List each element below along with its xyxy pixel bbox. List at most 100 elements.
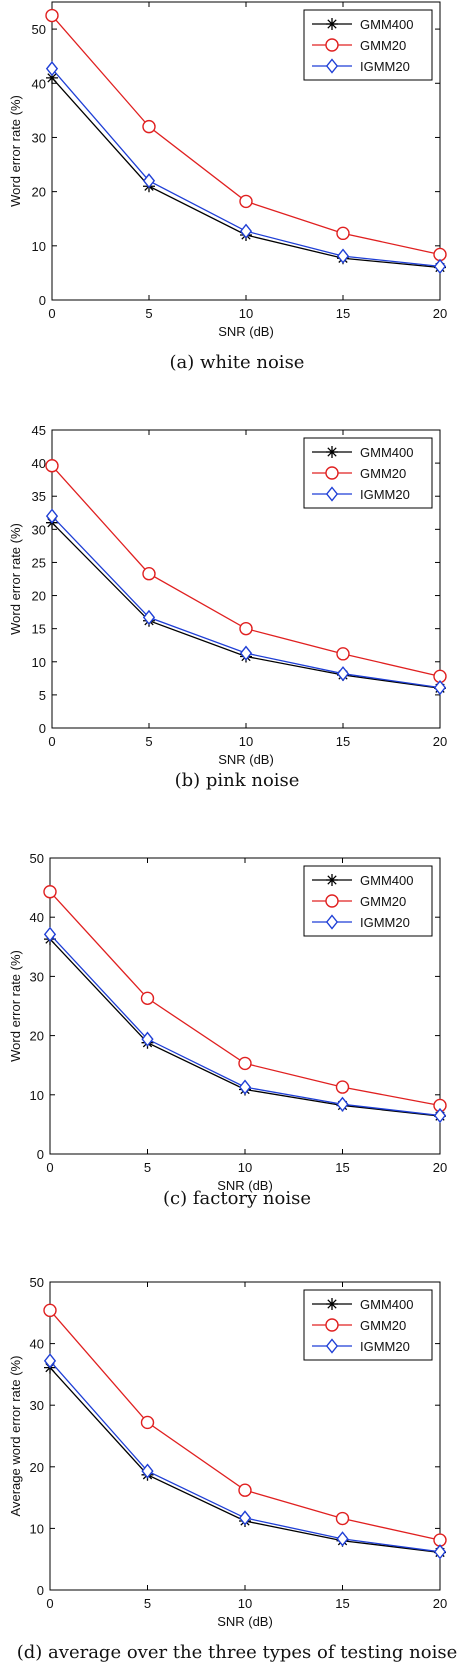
chart-caption-d: (d) average over the three types of test… [16, 1642, 458, 1663]
y-tick-label-c-2: 20 [30, 1029, 44, 1044]
x-tick-label-a-1: 5 [145, 306, 152, 321]
point-a-igmm20-4 [433, 258, 447, 275]
y-axis-label-c: Word error rate (%) [8, 950, 23, 1062]
point-c-gmm20-0 [43, 885, 57, 899]
point-a-gmm20-1 [142, 119, 156, 134]
legend-marker-c-igmm20 [325, 914, 339, 930]
point-d-gmm20-2 [238, 1483, 252, 1497]
legend-label-c-gmm20: GMM20 [360, 894, 406, 909]
y-tick-label-b-8: 40 [32, 456, 46, 471]
point-a-igmm20-2 [239, 223, 253, 239]
point-b-gmm20-0 [45, 459, 59, 473]
y-tick-label-c-3: 30 [30, 969, 44, 984]
legend-label-a-gmm400: GMM400 [360, 17, 413, 32]
point-d-gmm20-0 [43, 1303, 57, 1318]
legend-label-c-gmm400: GMM400 [360, 873, 413, 888]
legend-marker-d-igmm20 [325, 1338, 339, 1354]
x-axis-label-b: SNR (dB) [218, 752, 274, 767]
point-d-igmm20-3 [336, 1531, 349, 1547]
y-tick-label-c-4: 40 [30, 910, 44, 925]
x-tick-label-a-0: 0 [48, 306, 55, 321]
y-tick-label-b-5: 25 [32, 555, 46, 570]
y-tick-label-b-1: 5 [39, 688, 46, 703]
y-tick-label-a-4: 40 [32, 76, 46, 91]
y-tick-label-d-0: 0 [37, 1583, 44, 1598]
point-b-igmm20-2 [239, 645, 253, 661]
legend-marker-c-gmm400 [326, 874, 338, 886]
x-tick-label-c-3: 15 [335, 1160, 349, 1175]
point-d-gmm20-3 [335, 1511, 350, 1526]
legend-label-c-igmm20: IGMM20 [360, 915, 410, 930]
point-d-igmm20-1 [141, 1463, 154, 1479]
y-tick-label-a-2: 20 [32, 185, 46, 200]
y-tick-label-b-4: 20 [32, 589, 46, 604]
legend-marker-a-gmm400 [326, 18, 338, 30]
point-c-gmm20-2 [238, 1056, 252, 1071]
legend-label-b-igmm20: IGMM20 [360, 487, 410, 502]
y-tick-label-b-6: 30 [32, 522, 46, 537]
y-tick-label-d-1: 10 [30, 1521, 44, 1536]
y-tick-label-a-3: 30 [32, 130, 46, 145]
point-b-gmm20-2 [239, 621, 253, 636]
point-d-gmm20-1 [140, 1415, 155, 1430]
point-a-gmm20-2 [239, 194, 253, 209]
y-tick-label-b-0: 0 [39, 721, 46, 736]
legend-marker-d-gmm400 [326, 1298, 338, 1310]
x-axis-label-c: SNR (dB) [217, 1178, 273, 1193]
x-tick-label-a-4: 20 [433, 306, 447, 321]
legend-label-a-gmm20: GMM20 [360, 38, 406, 53]
legend-marker-a-gmm20 [325, 38, 339, 52]
y-tick-label-a-1: 10 [32, 239, 46, 254]
x-tick-label-c-2: 10 [238, 1160, 252, 1175]
chart-svg-b: 0 5 10 15 20 25 30 35 40 45 0 5 10 15 20 SNR (dB) Word e… [8, 423, 447, 767]
y-tick-label-b-7: 35 [32, 489, 46, 504]
point-b-gmm20-1 [142, 567, 156, 581]
point-b-igmm20-0 [45, 508, 59, 524]
y-axis-label-b: Word error rate (%) [8, 523, 23, 635]
legend-label-b-gmm20: GMM20 [360, 466, 406, 481]
x-axis-label-a: SNR (dB) [218, 324, 274, 339]
x-tick-label-c-4: 20 [433, 1160, 447, 1175]
legend-label-d-gmm20: GMM20 [360, 1318, 406, 1333]
legend-marker-d-gmm20 [325, 1318, 339, 1332]
y-tick-label-a-0: 0 [39, 293, 46, 308]
y-tick-label-b-3: 15 [32, 622, 46, 637]
point-b-gmm20-3 [336, 647, 350, 661]
x-axis-label-d: SNR (dB) [217, 1614, 273, 1629]
point-a-gmm20-0 [45, 8, 59, 23]
y-tick-label-c-5: 50 [30, 851, 44, 866]
y-tick-label-c-0: 0 [37, 1147, 44, 1162]
x-tick-label-b-4: 20 [433, 734, 447, 749]
point-b-igmm20-3 [336, 666, 350, 682]
point-a-igmm20-0 [45, 61, 59, 77]
y-tick-label-b-9: 45 [32, 423, 46, 438]
legend-marker-b-gmm400 [326, 446, 338, 458]
point-c-igmm20-4 [433, 1107, 447, 1124]
point-d-igmm20-4 [433, 1544, 447, 1560]
x-tick-label-a-3: 15 [336, 306, 350, 321]
x-tick-label-b-0: 0 [48, 734, 55, 749]
y-tick-label-b-2: 10 [32, 655, 46, 670]
point-b-igmm20-4 [433, 679, 447, 696]
y-tick-label-d-2: 20 [30, 1460, 44, 1475]
legend-marker-a-igmm20 [325, 58, 339, 74]
chart-caption-c: (c) factory noise [163, 1188, 311, 1209]
y-tick-label-a-5: 50 [32, 22, 46, 37]
point-a-gmm20-4 [433, 247, 447, 262]
point-d-igmm20-0 [43, 1353, 57, 1369]
x-tick-label-b-2: 10 [239, 734, 253, 749]
x-tick-label-a-2: 10 [239, 306, 253, 321]
chart-svg-d: 0 10 20 30 40 50 0 5 10 15 20 SNR (dB) Average word … [8, 1275, 447, 1629]
point-a-gmm400-0 [46, 71, 58, 84]
y-tick-label-d-5: 50 [30, 1275, 44, 1290]
point-b-igmm20-1 [142, 609, 156, 626]
chart-panel-b: 0 5 10 15 20 25 30 35 40 45 0 5 10 15 20 SNR (dB) Word e… [0, 418, 474, 836]
legend-label-d-gmm400: GMM400 [360, 1297, 413, 1312]
chart-caption-a: (a) white noise [169, 352, 305, 373]
x-tick-label-b-3: 15 [336, 734, 350, 749]
chart-panel-c: 0 10 20 30 40 50 0 5 10 15 20 SNR (dB) Word error ra… [0, 836, 474, 1254]
legend-marker-c-gmm20 [325, 894, 339, 908]
x-tick-label-d-3: 15 [335, 1596, 349, 1611]
point-c-igmm20-3 [336, 1096, 349, 1112]
x-tick-label-b-1: 5 [145, 734, 152, 749]
